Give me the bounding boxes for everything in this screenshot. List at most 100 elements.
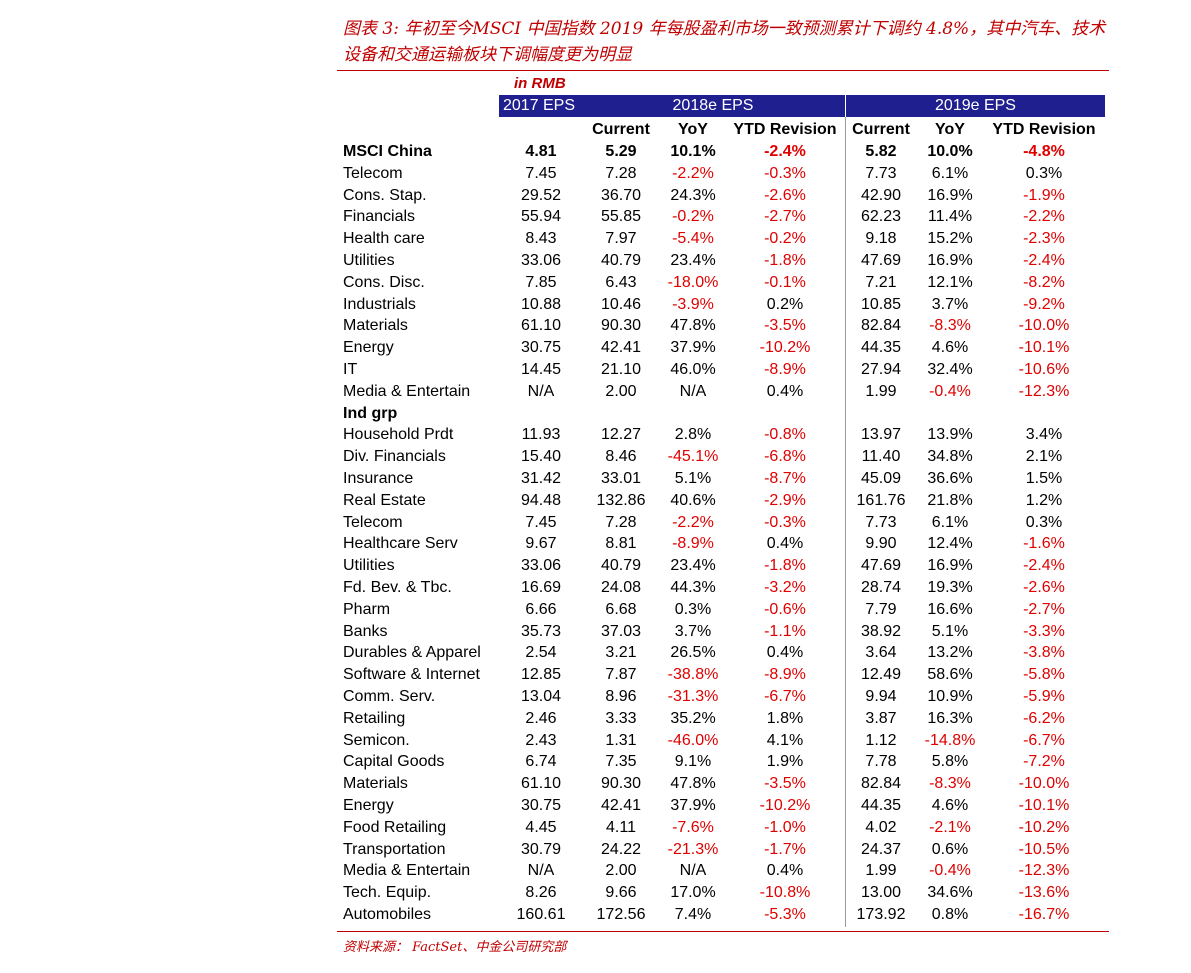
row-label: Ind grp [343, 404, 398, 422]
row-label: Retailing [343, 709, 406, 727]
cell-yoy-2018: -7.6% [672, 818, 714, 836]
cell-current-2019: 38.92 [860, 622, 902, 640]
cell-eps-2017: 94.48 [520, 491, 562, 509]
cell-eps-2017: 55.94 [520, 208, 562, 226]
cell-ytd-2019: -2.7% [1023, 600, 1065, 618]
row-label: Food Retailing [343, 818, 447, 836]
row-label: Healthcare Serv [343, 535, 458, 553]
row-label: Household Prdt [343, 426, 454, 444]
table-row: Financials 55.94 55.85 -0.2% -2.7% 62.23 11.4%… [0, 206, 1191, 228]
cell-ytd-2018: -0.3% [764, 513, 806, 531]
cell-current-2018: 40.79 [600, 557, 642, 575]
cell-ytd-2018: -1.0% [764, 818, 806, 836]
cell-ytd-2019: -2.4% [1023, 251, 1065, 269]
cell-current-2019: 44.35 [860, 796, 902, 814]
table-row: Industrials 10.88 10.46 -3.9% 0.2% 10.85 3.7% -… [0, 294, 1191, 316]
cell-ytd-2018: -1.7% [764, 840, 806, 858]
cell-ytd-2018: 0.2% [766, 295, 804, 313]
cell-current-2018: 55.85 [600, 208, 642, 226]
cell-ytd-2018: -1.8% [764, 251, 806, 269]
subheader-yoy-2019: YoY [935, 121, 965, 138]
cell-current-2018: 7.35 [605, 753, 637, 771]
cell-yoy-2018: 47.8% [670, 775, 716, 793]
cell-yoy-2018: 35.2% [670, 709, 716, 727]
cell-yoy-2019: 12.4% [927, 535, 973, 553]
cell-current-2018: 1.31 [605, 731, 637, 749]
cell-current-2018: 6.43 [605, 273, 637, 291]
cell-yoy-2018: 40.6% [670, 491, 716, 509]
row-label: Telecom [343, 513, 403, 531]
table-row: Insurance 31.42 33.01 5.1% -8.7% 45.09 36.6% 1.… [0, 468, 1191, 490]
row-label: Insurance [343, 469, 414, 487]
row-label: Financials [343, 208, 416, 226]
cell-ytd-2019: -12.3% [1018, 862, 1070, 880]
row-label: Div. Financials [343, 448, 446, 466]
header-2018e-eps: 2018e EPS [672, 97, 754, 114]
cell-eps-2017: 15.40 [520, 448, 562, 466]
cell-current-2018: 132.86 [596, 491, 646, 509]
cell-current-2019: 62.23 [860, 208, 902, 226]
cell-ytd-2019: 0.3% [1025, 164, 1063, 182]
cell-current-2018: 24.22 [600, 840, 642, 858]
cell-yoy-2019: 13.2% [927, 644, 973, 662]
table-row: Transportation 30.79 24.22 -21.3% -1.7% 24.37… [0, 839, 1191, 861]
table-row: Cons. Disc. 7.85 6.43 -18.0% -0.1% 7.21 12.1% -… [0, 272, 1191, 294]
cell-yoy-2018: 23.4% [670, 557, 716, 575]
cell-ytd-2019: -5.8% [1023, 666, 1065, 684]
table-row: Media & Entertain N/A 2.00 N/A 0.4% 1.99 -0.4%… [0, 860, 1191, 882]
cell-current-2018: 37.03 [600, 622, 642, 640]
cell-current-2018: 4.11 [606, 818, 636, 836]
cell-yoy-2019: -0.4% [929, 382, 971, 400]
table-row: Telecom 7.45 7.28 -2.2% -0.3% 7.73 6.1% 0.3% [0, 512, 1191, 534]
cell-ytd-2019: -5.9% [1023, 687, 1065, 705]
row-label: Banks [343, 622, 388, 640]
cell-eps-2017: 8.43 [525, 230, 557, 248]
column-divider [845, 117, 846, 927]
cell-yoy-2018: 10.1% [670, 143, 716, 160]
table-row: Media & Entertain N/A 2.00 N/A 0.4% 1.99 -0.4%… [0, 381, 1191, 403]
cell-ytd-2019: -8.2% [1023, 273, 1065, 291]
cell-current-2019: 1.99 [865, 382, 897, 400]
cell-yoy-2019: 58.6% [927, 666, 973, 684]
table-row: Energy 30.75 42.41 37.9% -10.2% 44.35 4.6% -10.… [0, 795, 1191, 817]
table-row: Capital Goods 6.74 7.35 9.1% 1.9% 7.78 5.8% -7.… [0, 751, 1191, 773]
cell-ytd-2019: 0.3% [1025, 513, 1063, 531]
cell-eps-2017: 30.79 [520, 840, 562, 858]
cell-yoy-2019: 11.4% [927, 208, 973, 226]
eps-table: MSCI China 4.81 5.29 10.1% -2.4% 5.82 10.0% -4.… [0, 141, 1191, 926]
cell-current-2019: 42.90 [860, 186, 902, 204]
cell-current-2018: 3.21 [605, 644, 637, 662]
cell-ytd-2018: -8.9% [764, 360, 806, 378]
cell-yoy-2018: N/A [679, 382, 707, 400]
table-row: Utilities 33.06 40.79 23.4% -1.8% 47.69 16.9% -… [0, 555, 1191, 577]
table-row: Ind grp [0, 403, 1191, 425]
table-row: Pharm 6.66 6.68 0.3% -0.6% 7.79 16.6% -2.7% [0, 599, 1191, 621]
row-label: Media & Entertain [343, 862, 471, 880]
cell-ytd-2019: -10.0% [1018, 775, 1070, 793]
row-label: Real Estate [343, 491, 426, 509]
row-label: Materials [343, 317, 408, 335]
cell-ytd-2019: -1.9% [1023, 186, 1065, 204]
cell-yoy-2018: 46.0% [670, 360, 716, 378]
row-label: Automobiles [343, 905, 432, 923]
cell-current-2019: 5.82 [865, 143, 897, 160]
cell-ytd-2019 [984, 403, 1104, 425]
cell-current-2019: 3.87 [865, 709, 897, 727]
row-label: Telecom [343, 164, 403, 182]
cell-yoy-2019: 16.9% [927, 557, 973, 575]
header-band [499, 95, 1105, 117]
cell-yoy-2019: 5.1% [931, 622, 969, 640]
cell-current-2019: 11.40 [861, 448, 901, 466]
cell-yoy-2018: 23.4% [670, 251, 716, 269]
cell-eps-2017: 30.75 [520, 339, 562, 357]
cell-yoy-2018: -21.3% [667, 840, 719, 858]
cell-eps-2017: 8.26 [525, 884, 557, 902]
cell-eps-2017: 10.88 [520, 295, 562, 313]
row-label: Industrials [343, 295, 416, 313]
cell-ytd-2019: -2.4% [1023, 557, 1065, 575]
cell-ytd-2018: 0.4% [766, 862, 804, 880]
cell-eps-2017: 4.81 [525, 143, 557, 160]
cell-ytd-2018: -6.7% [764, 687, 806, 705]
row-label: Utilities [343, 557, 395, 575]
cell-yoy-2019: -8.3% [929, 775, 971, 793]
